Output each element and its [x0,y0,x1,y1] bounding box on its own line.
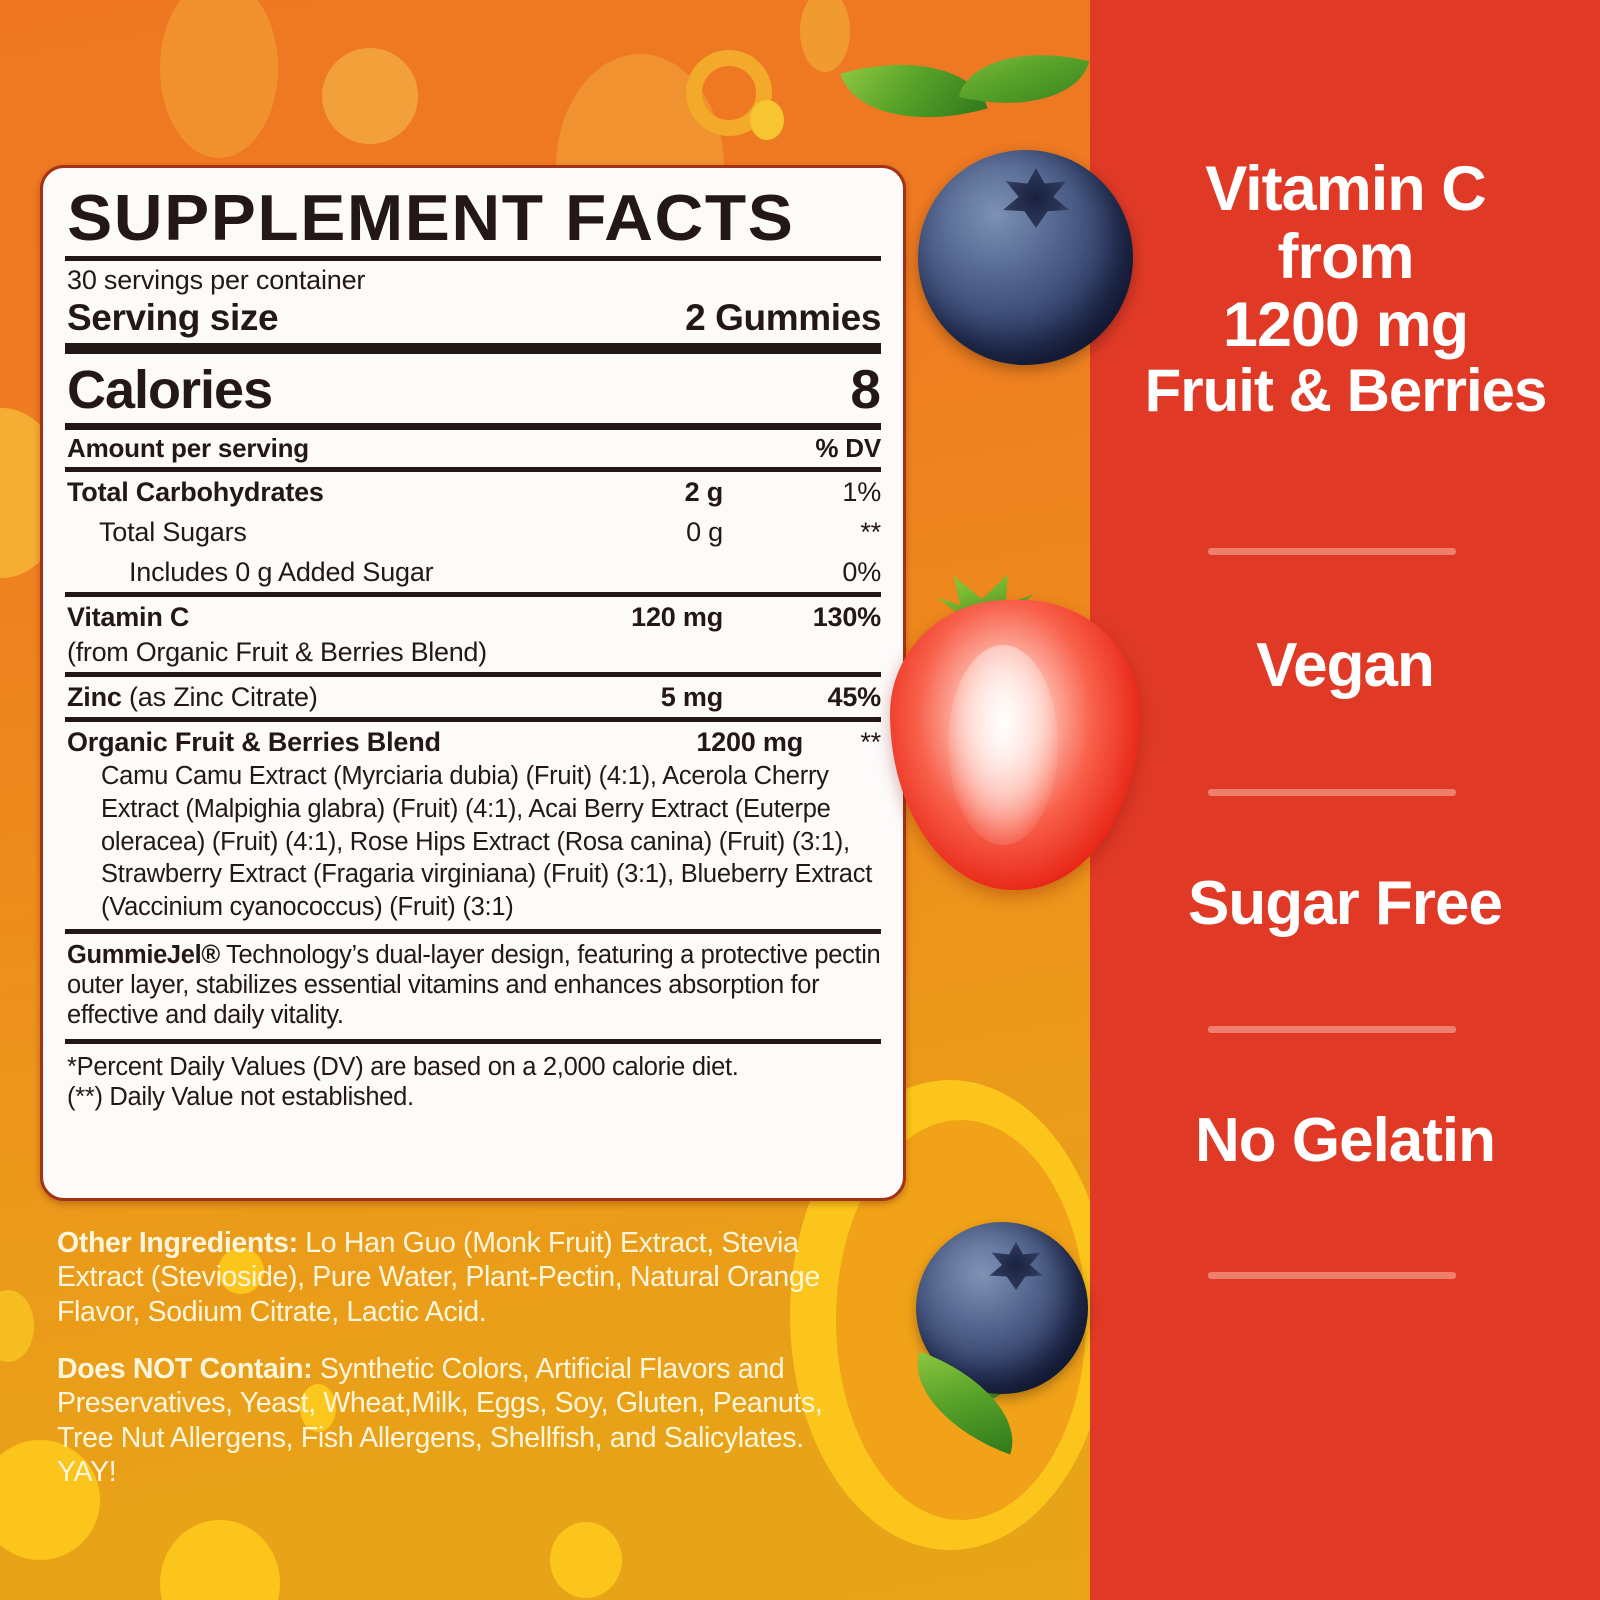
deco-circle [550,1522,622,1598]
table-row: Zinc (as Zinc Citrate) 5 mg 45% [65,677,881,717]
footnote-dv-not-established: (**) Daily Value not established. [67,1083,414,1112]
page-title: SUPPLEMENT FACTS [67,181,795,254]
deco-circle [160,1520,280,1600]
deco-circle [160,0,278,158]
hero-headline: Vitamin C from 1200 mg Fruit & Berries [1093,155,1598,424]
footnotes-block: *Percent Daily Values (DV) are based on … [65,1044,881,1113]
claim-divider [1208,1026,1456,1033]
calories-value: 8 [850,358,881,421]
blueberry-image [918,150,1133,365]
nutrient-name: Zinc (as Zinc Citrate) [67,682,545,713]
nutrient-amount: 2 g [684,477,724,508]
technology-brand: GummieJel® [67,941,220,970]
nutrient-amount: 5 mg [660,682,723,713]
serving-size-value: 2 Gummies [685,297,881,339]
table-row: Organic Fruit & Berries Blend 1200 mg ** [65,722,881,759]
nutrient-dv: ** [860,727,881,758]
nutrient-amount: 120 mg [631,602,723,633]
claim-sugar-free: Sugar Free [1188,869,1503,938]
strawberry-core-highlight [948,645,1058,845]
deco-circle [300,1384,336,1432]
nutrient-dv: 45% [827,682,882,713]
table-row: Total Carbohydrates 2 g 1% [65,472,881,512]
table-row: Total Sugars 0 g ** [65,512,881,552]
does-not-contain-paragraph: Does NOT Contain: Synthetic Colors, Arti… [57,1352,847,1490]
nutrient-dv: 0% [842,557,881,588]
nutrient-name: Total Sugars [99,517,247,548]
rule-under-blend [65,929,881,935]
red-claims-panel [1090,0,1600,1600]
other-ingredients-paragraph: Other Ingredients: Lo Han Guo (Monk Frui… [57,1226,847,1329]
nutrient-dv: ** [860,517,881,548]
nutrient-name-main: Zinc [67,682,122,713]
other-ingredients-text: Lo Han Guo (Monk Fruit) Extract, Stevia … [57,1227,820,1328]
rule-under-zinc [65,717,881,723]
deco-circle [322,48,418,144]
serving-size-label: Serving size [67,297,279,339]
supplement-facts-card: SUPPLEMENT FACTS 30 servings per contain… [40,165,906,1201]
amount-per-serving-label: Amount per serving [67,433,309,464]
hero-line-4: Fruit & Berries [1144,357,1548,425]
calories-row: Calories 8 [65,354,881,423]
rule-under-calories [65,423,881,431]
hero-line-2: from [1277,222,1415,293]
deco-circle [750,100,784,140]
footnote-daily-values: *Percent Daily Values (DV) are based on … [67,1052,739,1081]
deco-circle [0,1290,34,1362]
claim-no-gelatin: No Gelatin [1194,1106,1496,1175]
claim-divider [1208,548,1456,555]
nutrient-dv: 130% [812,602,881,633]
nutrient-amount: 0 g [686,517,723,548]
rule-under-amount-header [65,467,881,473]
calories-label: Calories [67,360,273,421]
table-row: Includes 0 g Added Sugar 0% [65,552,881,592]
nutrient-name-suffix: (as Zinc Citrate) [121,682,318,713]
rule-under-vitamin-c [65,672,881,678]
hero-line-3: 1200 mg [1222,290,1469,361]
blend-ingredient-list: Camu Camu Extract (Myrciaria dubia) (Fru… [101,762,873,921]
does-not-contain-label: Does NOT Contain: [57,1353,313,1385]
nutrient-amount: 1200 mg [696,727,803,758]
rule-under-title [65,256,881,262]
claim-vegan: Vegan [1256,631,1435,700]
rule-under-technology [65,1038,881,1044]
vitamin-c-source-note: (from Organic Fruit & Berries Blend) [67,637,487,668]
claim-divider [1208,1272,1456,1279]
claim-divider [1208,789,1456,796]
deco-circle [800,0,850,72]
dv-header: % DV [815,433,881,464]
servings-per-container: 30 servings per container [67,265,366,296]
nutrient-name: Includes 0 g Added Sugar [129,557,434,588]
rule-under-serving-size [65,343,881,355]
deco-circle [0,1440,100,1560]
nutrient-name: Organic Fruit & Berries Blend [67,727,441,758]
serving-size-row: Serving size 2 Gummies [65,297,881,343]
amount-per-serving-row: Amount per serving % DV [65,430,881,467]
nutrient-dv: 1% [842,477,881,508]
rule-under-carbs-group [65,592,881,598]
technology-paragraph: GummieJel® Technology’s dual-layer desig… [65,934,881,1038]
nutrient-name: Total Carbohydrates [67,477,324,508]
does-not-contain-text: Synthetic Colors, Artificial Flavors and… [57,1353,823,1489]
deco-circle [218,1248,264,1294]
technology-text: Technology’s dual-layer design, featurin… [67,941,881,1030]
nutrient-name: Vitamin C [67,602,190,633]
hero-line-1: Vitamin C [1205,154,1486,224]
other-ingredients-label: Other Ingredients: [57,1227,298,1259]
table-row: Vitamin C 120 mg 130% [65,597,881,637]
